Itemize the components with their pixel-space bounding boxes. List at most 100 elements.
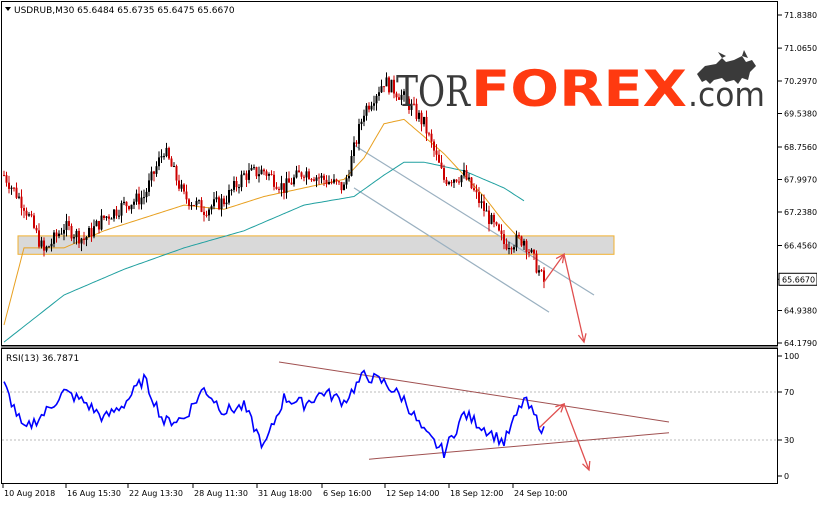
candle-body (10, 187, 13, 189)
candles (3, 72, 545, 289)
candle-body (298, 170, 300, 173)
candle-body (113, 209, 115, 219)
candle-body (375, 95, 378, 104)
candle-body (378, 92, 380, 96)
candle-body (453, 179, 455, 183)
rsi-tick-label: 30 (784, 436, 794, 445)
candle-body (265, 171, 268, 176)
candle-body (458, 181, 460, 183)
candle-body (330, 182, 333, 184)
candle-body (335, 179, 338, 182)
candle-body (410, 103, 413, 110)
candle-body (95, 220, 98, 227)
candle-body (493, 214, 495, 223)
candle-body (288, 178, 290, 183)
dropdown-triangle-icon[interactable] (5, 7, 11, 11)
candle-body (255, 167, 258, 177)
candle-body (408, 98, 410, 110)
candle-body (340, 181, 343, 191)
candle-body (385, 77, 388, 87)
candle-body (393, 79, 395, 94)
candle-body (400, 94, 403, 100)
candle-body (175, 166, 178, 181)
candle-body (505, 244, 508, 250)
candle-body (343, 184, 345, 191)
candle-body (168, 147, 170, 159)
candle-body (370, 105, 373, 110)
candle-body (198, 200, 200, 202)
candle-body (290, 182, 293, 185)
candle-body (313, 179, 315, 181)
candle-body (58, 233, 60, 237)
candle-body (468, 177, 470, 180)
candle-body (540, 270, 543, 272)
candle-body (513, 247, 515, 250)
candle-body (510, 248, 513, 250)
candle-body (388, 77, 390, 93)
candle-body (423, 116, 425, 125)
candle-body (518, 234, 520, 237)
time-axis: 10 Aug 2018 16 Aug 15:30 22 Aug 13:30 28 Au… (2, 484, 567, 498)
candle-body (273, 174, 275, 187)
candle-body (183, 184, 185, 192)
candle-body (520, 236, 523, 246)
trend-channel (353, 144, 595, 313)
candle-body (103, 215, 105, 218)
candle-body (535, 253, 538, 273)
time-tick-label: 10 Aug 2018 (4, 489, 55, 498)
candle-body (195, 200, 198, 206)
candle-body (450, 182, 453, 184)
rsi-wedge-upper (278, 361, 670, 423)
candle-body (258, 174, 260, 177)
candle-body (465, 169, 468, 180)
candle-body (210, 206, 213, 210)
candle-body (525, 240, 528, 253)
time-tick-label: 12 Sep 14:00 (386, 489, 439, 498)
candle-body (5, 175, 8, 183)
price-tick-label: 69.5380 (784, 109, 817, 118)
candle-body (180, 184, 183, 189)
candle-body (308, 171, 310, 180)
price-tick-label: 67.2380 (784, 208, 817, 217)
candle-body (50, 243, 53, 247)
candle-body (68, 221, 70, 226)
candle-body (125, 201, 128, 207)
price-tick-label: 67.9970 (784, 175, 817, 184)
candle-body (365, 105, 368, 116)
candle-body (78, 230, 80, 244)
candle-body (490, 214, 493, 224)
candle-body (225, 202, 228, 205)
candle-body (83, 238, 85, 240)
price-forecast-arrow-head (577, 333, 587, 344)
price-axis: 71.8380 71.0650 70.2970 69.5380 68.7560 67.99… (778, 11, 817, 348)
candle-body (185, 191, 188, 200)
candle-body (355, 142, 358, 144)
candle-body (523, 240, 525, 246)
candle-body (440, 162, 443, 169)
candle-body (448, 182, 450, 185)
candle-body (163, 156, 165, 158)
candle-body (190, 205, 193, 207)
candle-body (415, 103, 418, 119)
candle-body (528, 252, 530, 254)
candle-body (100, 215, 103, 230)
candle-body (345, 178, 348, 185)
candle-body (38, 230, 40, 247)
candle-body (383, 86, 385, 88)
candle-body (48, 246, 50, 248)
candle-body (420, 112, 423, 125)
candle-body (80, 238, 83, 244)
candle-body (543, 270, 545, 282)
moving-averages (3, 118, 525, 343)
candle-body (245, 173, 248, 180)
candle-body (473, 188, 475, 191)
candle-body (430, 133, 433, 142)
price-tick-label: 70.2970 (784, 77, 817, 86)
candle-body (70, 225, 73, 239)
candle-body (8, 182, 10, 189)
candle-body (220, 198, 223, 210)
price-tick-label: 64.1790 (784, 339, 817, 348)
candle-body (15, 187, 18, 198)
price-tick-label: 71.8380 (784, 11, 817, 20)
